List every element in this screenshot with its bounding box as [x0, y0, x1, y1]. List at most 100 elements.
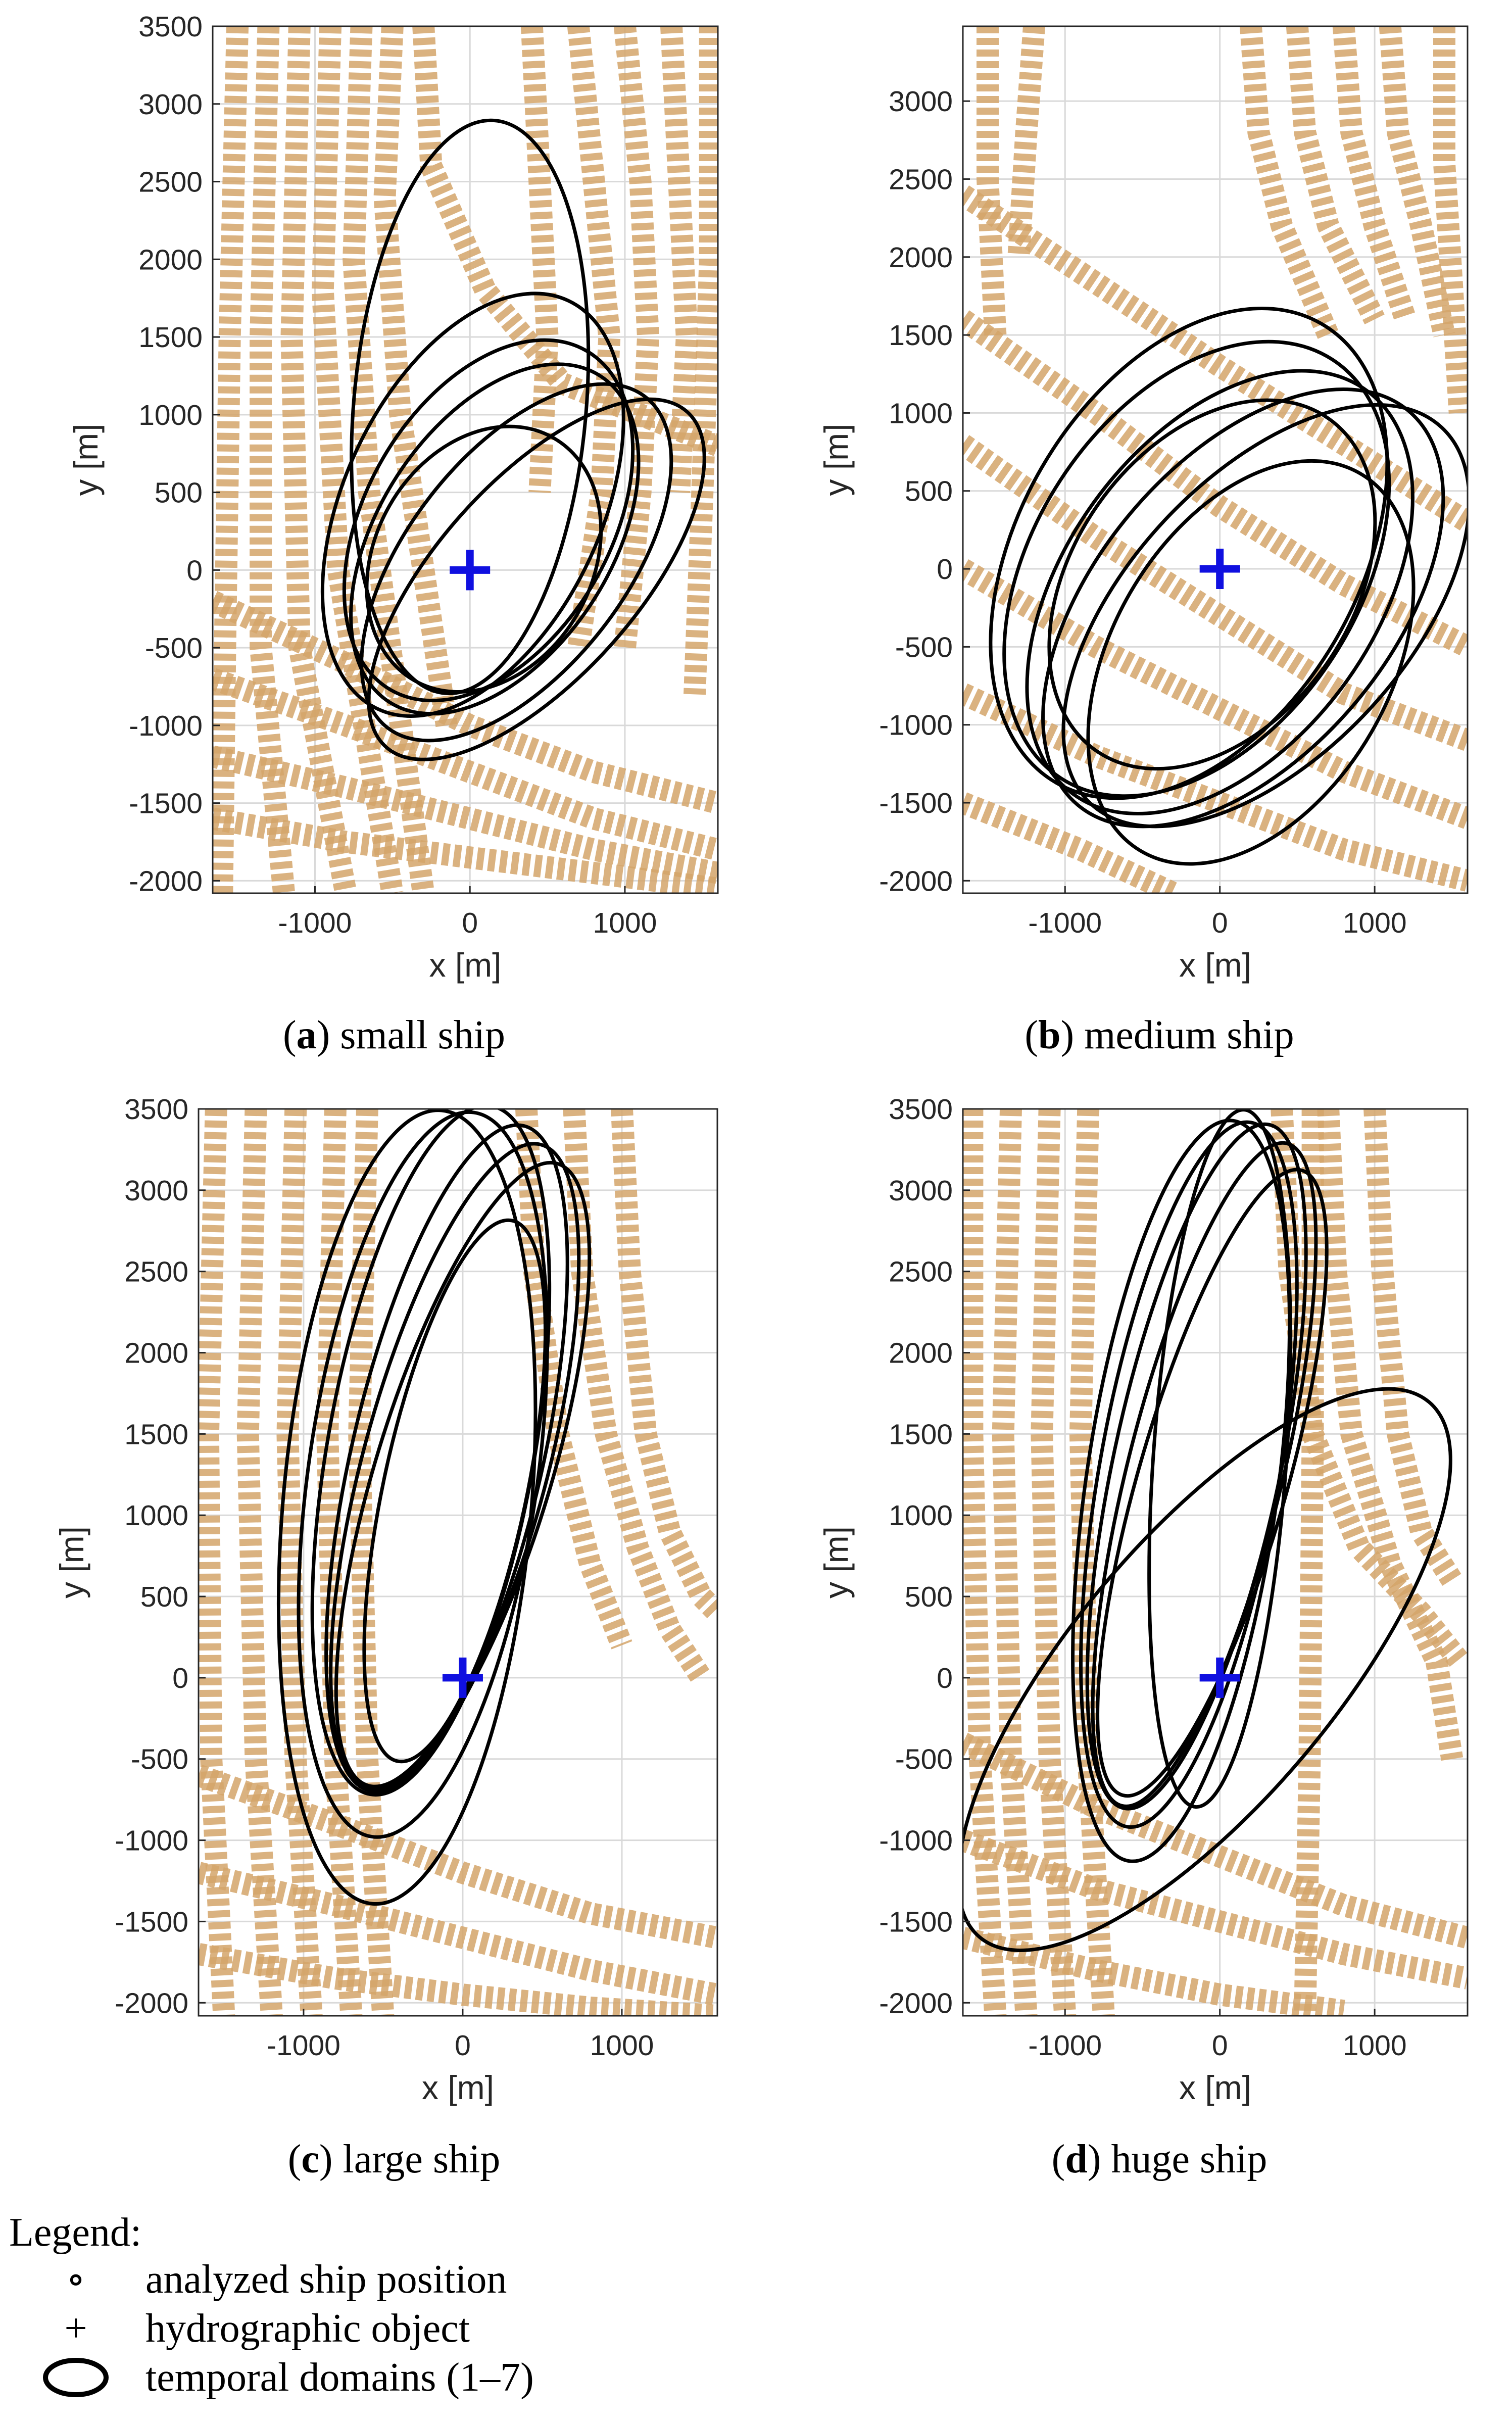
- y-tick-label: -2000: [129, 865, 203, 897]
- caption-letter: b: [1038, 1013, 1061, 1057]
- y-tick-label: -1500: [129, 788, 203, 820]
- ship-track-9: [963, 1732, 1468, 1949]
- ship-track-8: [1007, 26, 1045, 258]
- ship-track-7: [563, 1109, 711, 1684]
- y-tick-label: 500: [905, 475, 953, 508]
- ship-track-11: [1332, 26, 1417, 323]
- legend-title: Legend:: [9, 2210, 141, 2255]
- y-tick-label: 500: [140, 1581, 188, 1613]
- y-tick-label: 1500: [124, 1418, 188, 1450]
- ship-track-11: [963, 1927, 1345, 2016]
- y-tick-label: -1500: [879, 787, 953, 819]
- y-tick-label: 0: [937, 1662, 953, 1694]
- plot-frame: [212, 25, 719, 894]
- y-tick-label: 500: [905, 1581, 953, 1613]
- y-tick-label: -1000: [879, 1825, 953, 1857]
- temporal-domain-6: [334, 1160, 592, 1788]
- hydrographic-object-marker: [1199, 1657, 1240, 1698]
- caption-letter: d: [1065, 2137, 1088, 2181]
- temporal-domain-5: [360, 382, 673, 743]
- subplot-d: -1000 0 1000 -2000 -1500 -1000 -500 0 500 1000 150…: [817, 1093, 1469, 2181]
- ship-track-1: [963, 1109, 1007, 2016]
- legend-object-symbol: +: [64, 2306, 87, 2351]
- plot-frame: [962, 1108, 1469, 2017]
- ship-track-7: [412, 26, 718, 456]
- y-tick-label: 2000: [124, 1337, 188, 1370]
- y-tick-label: 2500: [124, 1256, 188, 1288]
- y-tick-label: 1000: [889, 397, 953, 429]
- caption-open-paren: (: [1025, 1013, 1038, 1057]
- y-tick-label: 3000: [889, 85, 953, 118]
- temporal-domain-4: [324, 1123, 569, 1793]
- x-tick-label: -1000: [1028, 907, 1102, 939]
- y-tick-label: 2500: [138, 166, 203, 199]
- temporal-domain-4: [1091, 1141, 1318, 1808]
- y-tick-label: -1000: [879, 709, 953, 742]
- temporal-domain-1: [989, 307, 1389, 800]
- temporal-domain-7: [362, 1218, 548, 1764]
- y-axis-label: y [m]: [67, 424, 105, 496]
- temporal-domain-5: [1061, 403, 1468, 829]
- ship-track-10: [963, 1829, 1468, 1990]
- y-tick-label: 1000: [889, 1499, 953, 1532]
- ship-track-6: [1317, 1109, 1464, 1761]
- caption-open-paren: (: [288, 2137, 302, 2181]
- y-tick-label: 0: [172, 1662, 188, 1694]
- x-tick-label: 1000: [590, 2029, 654, 2062]
- ship-track-11: [213, 807, 718, 893]
- temporal-domain-4: [349, 362, 641, 716]
- ship-track-8: [213, 591, 718, 814]
- ship-track-5: [348, 1109, 395, 2016]
- ship-track-8: [611, 1109, 717, 1621]
- x-tick-label: 1000: [1343, 907, 1407, 939]
- temporal-domain-6: [1047, 398, 1377, 771]
- plot-frame: [962, 25, 1469, 894]
- y-tick-label: 1000: [124, 1499, 188, 1532]
- y-tick-label: 3500: [124, 1093, 188, 1126]
- ship-track-3: [280, 26, 357, 893]
- caption-open-paren: (: [283, 1013, 297, 1057]
- temporal-domain-6: [1147, 1109, 1293, 1809]
- legend-domain-label: temporal domains (1–7): [145, 2355, 534, 2400]
- legend-object-label: hydrographic object: [145, 2306, 470, 2351]
- ship-track-9: [199, 1765, 717, 1949]
- ship-track-15: [660, 26, 698, 493]
- y-tick-label: 3500: [138, 11, 203, 43]
- y-tick-label: 3000: [138, 88, 203, 121]
- temporal-domain-7: [365, 424, 603, 694]
- y-axis-label: y [m]: [817, 1526, 855, 1598]
- x-axis-label: x [m]: [422, 2069, 494, 2106]
- y-tick-label: 1000: [138, 399, 203, 431]
- ship-track-12: [1379, 26, 1455, 337]
- hydrographic-object-marker: [1199, 549, 1240, 590]
- y-tick-label: -2000: [115, 1987, 188, 2019]
- y-tick-label: 2000: [889, 241, 953, 274]
- ship-track-6: [373, 26, 458, 728]
- plot-content: [963, 26, 1468, 893]
- hydrographic-object-marker: [450, 550, 491, 591]
- ship-track-10: [213, 745, 718, 884]
- ship-track-1: [199, 1109, 235, 2016]
- y-tick-label: 2000: [889, 1337, 953, 1370]
- y-tick-label: -500: [895, 631, 953, 663]
- ship-track-2: [236, 1109, 283, 2016]
- caption-open-paren: (: [1052, 2137, 1065, 2181]
- temporal-domain-3: [1085, 1122, 1308, 1811]
- plot-frame: [198, 1108, 718, 2017]
- x-tick-label: 0: [455, 2029, 471, 2062]
- ship-track-9: [213, 668, 718, 861]
- y-tick-label: -1000: [129, 710, 203, 742]
- temporal-domain-7: [963, 1387, 1452, 1952]
- ship-track-12: [520, 26, 559, 493]
- ship-track-1: [963, 185, 1468, 532]
- legend-position-label: analyzed ship position: [145, 2257, 507, 2302]
- y-tick-label: 500: [155, 477, 203, 509]
- plot-content: [199, 1109, 717, 2016]
- y-tick-label: -2000: [879, 1987, 953, 2019]
- y-tick-label: 2500: [889, 163, 953, 196]
- subplot-b: -1000 0 1000 -2000 -1500 -1000 -500 0 500 1000 150…: [817, 25, 1469, 1057]
- y-tick-label: 2000: [138, 244, 203, 276]
- x-tick-label: 1000: [1343, 2029, 1407, 2062]
- hydrographic-object-marker: [442, 1657, 483, 1698]
